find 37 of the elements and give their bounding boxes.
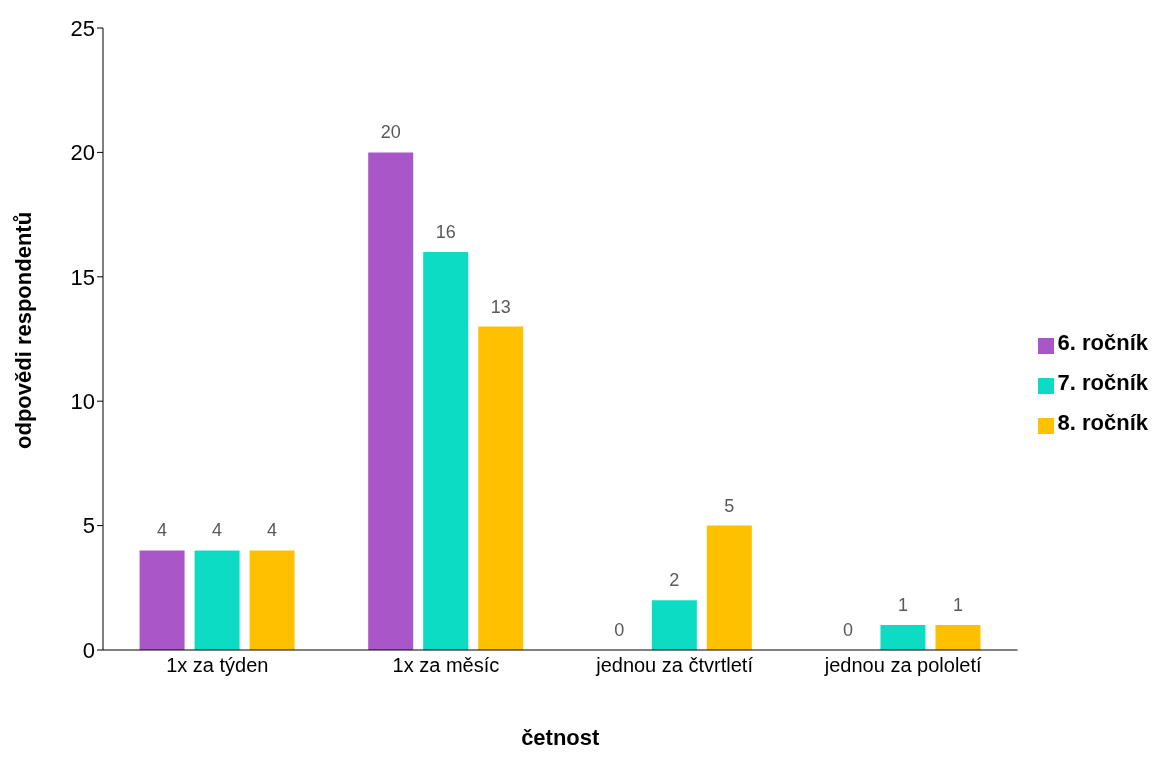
data-label: 4 (157, 520, 168, 541)
y-tick-label: 5 (82, 513, 95, 539)
x-tick-label: jednou za pololetí (823, 654, 983, 677)
data-label: 4 (212, 520, 223, 541)
data-label: 20 (380, 122, 401, 143)
legend-label: 8. ročník (1057, 410, 1148, 435)
bar (194, 550, 240, 650)
bar (423, 251, 469, 650)
data-label: 5 (724, 495, 735, 516)
data-label: 1 (952, 595, 963, 616)
data-label: 0 (614, 619, 625, 640)
bar (706, 525, 752, 650)
data-label: 2 (669, 570, 680, 591)
y-tick-label: 20 (70, 140, 95, 166)
legend-label: 6. ročník (1057, 330, 1148, 355)
bar (651, 600, 697, 650)
bar (935, 625, 981, 650)
x-axis-title: četnost (521, 725, 601, 750)
data-label: 13 (490, 296, 511, 317)
x-tick-label: 1x za týden (166, 654, 269, 677)
y-tick-label: 10 (70, 389, 95, 415)
data-label: 16 (435, 221, 456, 242)
data-label: 1 (897, 595, 908, 616)
data-label: 4 (267, 520, 278, 541)
legend-label: 7. ročník (1057, 370, 1148, 395)
data-label: 0 (842, 619, 853, 640)
bar (139, 550, 185, 650)
y-tick-label: 25 (70, 15, 95, 41)
bar (478, 326, 524, 650)
bar (368, 152, 414, 650)
y-tick-label: 0 (82, 637, 95, 663)
y-axis-title: odpovědi respondentů (10, 211, 36, 449)
x-tick-label: jednou za čtvrtletí (595, 654, 754, 677)
x-tick-label: 1x za měsíc (392, 654, 500, 677)
bar (880, 625, 926, 650)
bar (249, 550, 295, 650)
y-tick-label: 15 (70, 264, 95, 290)
